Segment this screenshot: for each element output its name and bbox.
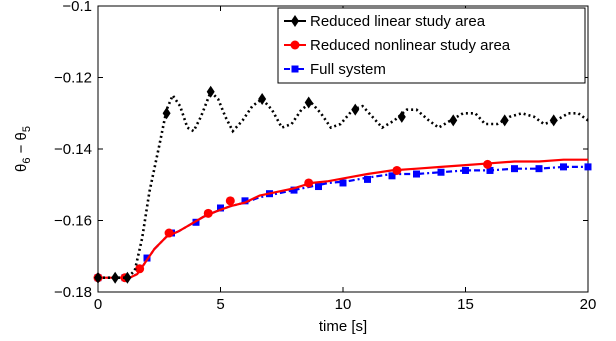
legend-box	[277, 7, 586, 84]
x-axis-label: time [s]	[319, 318, 367, 335]
x-tick-label: 5	[216, 296, 224, 313]
series-3-marker	[486, 166, 494, 174]
series-3-marker	[388, 172, 396, 180]
series-3-marker	[339, 179, 347, 187]
series-1-marker	[397, 110, 406, 123]
series-1-marker	[206, 85, 215, 98]
x-tick-label: 15	[457, 296, 474, 313]
series-3-marker	[462, 166, 469, 174]
legend: Reduced linear study area Reduced nonline…	[277, 7, 586, 84]
series-line-1	[98, 89, 589, 280]
y-tick-label: −0.16	[54, 213, 92, 230]
series-2-marker	[164, 228, 174, 238]
series-3-marker	[584, 163, 592, 171]
series-3-marker	[511, 165, 518, 173]
series-1-marker	[94, 271, 102, 284]
series-3-marker	[560, 163, 567, 171]
series-group-1	[94, 85, 589, 284]
series-line-2	[98, 158, 588, 279]
x-tick-label: 0	[94, 296, 102, 313]
series-3-marker	[437, 168, 445, 176]
series-layer	[93, 85, 592, 284]
series-1-marker	[111, 271, 120, 284]
series-1-marker	[549, 114, 558, 127]
series-1-marker	[351, 103, 360, 116]
y-tick-label: −0.1	[62, 0, 92, 15]
y-axis-label-sub-b: 5	[21, 126, 33, 132]
y-tick-label: −0.18	[54, 284, 92, 301]
legend-marker-3	[291, 65, 299, 73]
y-axis-label-minus: −	[13, 140, 30, 157]
legend-marker-1	[291, 15, 299, 27]
legend-label-2: Reduced nonlinear study area	[310, 37, 511, 54]
series-3-marker	[364, 175, 371, 183]
y-axis-label-main-b: θ	[13, 132, 30, 140]
series-2-marker	[304, 178, 314, 188]
legend-label-3: Full system	[310, 61, 386, 78]
series-2-marker	[392, 165, 402, 175]
series-1-marker	[123, 271, 132, 284]
series-3-marker	[290, 186, 298, 194]
series-2-marker	[135, 264, 145, 274]
y-axis-label: θ6 − θ5	[13, 126, 33, 172]
series-3-marker	[241, 197, 249, 205]
y-axis-label-sub-a: 6	[21, 158, 33, 164]
x-tick-label: 10	[335, 296, 352, 313]
legend-label-1: Reduced linear study area	[310, 13, 486, 30]
series-3-marker	[217, 204, 224, 212]
legend-marker-2	[290, 40, 300, 50]
series-2-marker	[225, 196, 235, 206]
series-1-marker	[304, 96, 313, 109]
y-axis-label-main-a: θ	[13, 164, 30, 172]
series-2-marker	[483, 159, 493, 169]
y-tick-label: −0.14	[54, 141, 92, 158]
series-3-marker	[315, 183, 322, 191]
series-1-marker	[162, 107, 171, 120]
series-2-marker	[203, 208, 213, 218]
series-1-marker	[258, 92, 267, 105]
series-1-marker	[500, 114, 509, 127]
y-tick-label: −0.12	[54, 70, 92, 87]
series-3-marker	[535, 165, 543, 173]
x-tick-label: 20	[580, 296, 597, 313]
ticks-layer: 0 5 10 15 20 −0.18 −0.16 −0.14 −0.12 −0.1	[54, 0, 596, 313]
series-1-marker	[449, 114, 458, 127]
series-3-marker	[413, 170, 420, 178]
